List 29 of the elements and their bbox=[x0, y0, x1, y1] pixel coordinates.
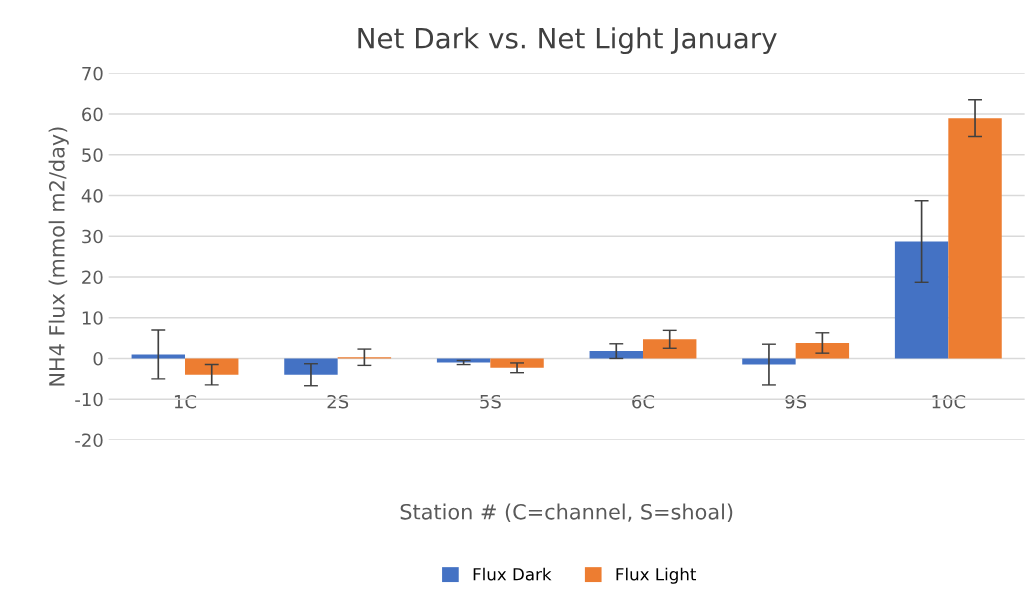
x-tick-label: 6C bbox=[632, 394, 655, 409]
x-axis-title: Station # (C=channel, S=shoal) bbox=[400, 503, 733, 523]
chart-title: Net Dark vs. Net Light January bbox=[358, 27, 777, 55]
y-axis-title: NH4 Flux (mmol m2/day) bbox=[48, 127, 69, 386]
y-tick-label: -20 bbox=[75, 433, 103, 448]
y-tick-label: 60 bbox=[82, 107, 103, 122]
y-tick-label: 10 bbox=[82, 311, 103, 325]
bar bbox=[948, 118, 1002, 359]
y-tick-label: 50 bbox=[82, 148, 103, 162]
y-tick-label: 70 bbox=[82, 66, 103, 81]
bar bbox=[185, 358, 239, 375]
bar bbox=[795, 342, 850, 359]
y-tick-label: -10 bbox=[75, 392, 103, 407]
bar bbox=[642, 339, 697, 359]
y-tick-label: 40 bbox=[81, 188, 103, 203]
bar bbox=[490, 358, 544, 368]
y-tick-label: 30 bbox=[82, 229, 103, 244]
y-tick-label: 0 bbox=[93, 351, 103, 366]
x-tick-label: 5S bbox=[480, 394, 501, 409]
x-tick-label: 2S bbox=[327, 394, 349, 409]
bar bbox=[436, 358, 491, 363]
y-tick-label: 20 bbox=[82, 270, 103, 285]
bar bbox=[589, 351, 643, 359]
bar bbox=[894, 241, 949, 359]
bar bbox=[742, 358, 796, 365]
legend-label: Flux Dark bbox=[473, 567, 552, 581]
legend-label: Flux Light bbox=[616, 567, 697, 584]
bar bbox=[284, 358, 338, 375]
bar bbox=[131, 354, 186, 359]
